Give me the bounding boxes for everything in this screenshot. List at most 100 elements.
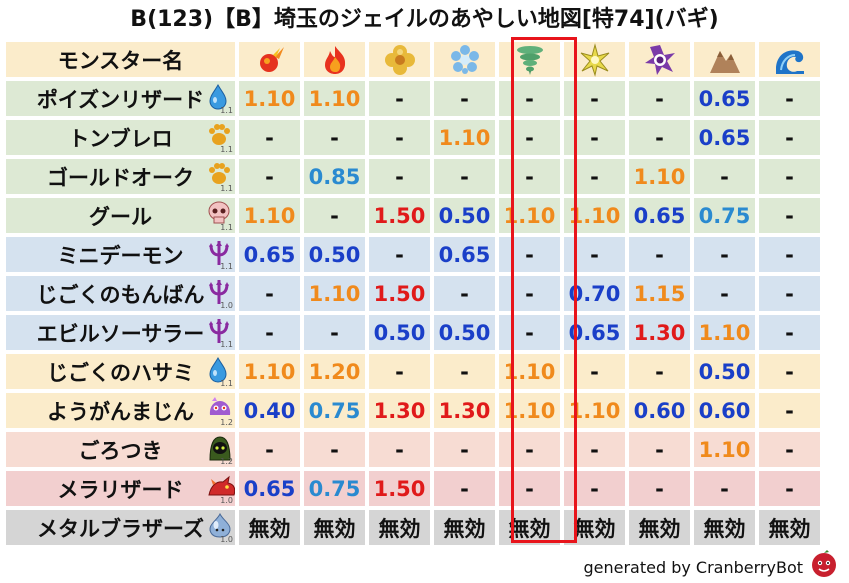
family-level: 1.1 xyxy=(220,379,233,388)
resistance-value: 1.10 xyxy=(239,198,300,233)
resistance-value: - xyxy=(499,237,560,272)
family-level: 1.0 xyxy=(220,301,233,310)
col-header-lightning xyxy=(564,42,625,77)
resistance-value: 無効 xyxy=(499,510,560,545)
resistance-value: - xyxy=(499,315,560,350)
resistance-value: 0.65 xyxy=(629,198,690,233)
col-header-fire xyxy=(239,42,300,77)
monster-name: グール xyxy=(89,204,152,229)
resistance-value: 無効 xyxy=(629,510,690,545)
resistance-value: 無効 xyxy=(564,510,625,545)
resistance-value: 無効 xyxy=(434,510,495,545)
monster-name-cell: ゴールドオーク 1.1 xyxy=(6,159,235,194)
resistance-value: - xyxy=(759,354,820,389)
paw-icon: 1.1 xyxy=(207,120,233,155)
col-header-wave xyxy=(759,42,820,77)
resistance-value: - xyxy=(369,159,430,194)
header-monster-name: モンスター名 xyxy=(6,42,235,77)
family-level: 1.1 xyxy=(220,262,233,271)
resistance-value: - xyxy=(304,120,365,155)
resistance-value: - xyxy=(629,120,690,155)
resistance-value: 1.30 xyxy=(629,315,690,350)
cranberry-face-icon xyxy=(809,549,839,579)
resistance-value: 0.50 xyxy=(434,315,495,350)
resistance-value: - xyxy=(499,276,560,311)
resistance-value: - xyxy=(304,315,365,350)
resistance-value: - xyxy=(434,471,495,506)
resistance-value: - xyxy=(564,237,625,272)
resistance-value: - xyxy=(694,237,755,272)
col-header-dark xyxy=(629,42,690,77)
resistance-value: 1.15 xyxy=(629,276,690,311)
resistance-value: - xyxy=(434,354,495,389)
resistance-value: 1.10 xyxy=(239,354,300,389)
family-level: 1.1 xyxy=(220,223,233,232)
resistance-value: 無効 xyxy=(304,510,365,545)
resistance-value: - xyxy=(239,159,300,194)
resistance-value: 0.50 xyxy=(434,198,495,233)
resistance-value: 0.65 xyxy=(239,237,300,272)
dark-swirl-icon xyxy=(643,43,677,77)
metal-slime-icon: 1.0 xyxy=(207,510,233,545)
monster-name: ポイズンリザード xyxy=(36,87,205,112)
paw-icon: 1.1 xyxy=(207,159,233,194)
resistance-value: 1.10 xyxy=(694,432,755,467)
footer-credit: generated by CranberryBot xyxy=(583,558,803,577)
resistance-value: - xyxy=(564,81,625,116)
monster-name: じごくのハサミ xyxy=(47,360,194,385)
resistance-value: 1.10 xyxy=(629,159,690,194)
resistance-value: - xyxy=(759,471,820,506)
monster-name: ミニデーモン xyxy=(57,243,184,268)
family-level: 1.1 xyxy=(220,340,233,349)
mountain-icon xyxy=(708,43,742,77)
resistance-value: 1.10 xyxy=(304,276,365,311)
resistance-value: 1.20 xyxy=(304,354,365,389)
resistance-value: 0.65 xyxy=(434,237,495,272)
water-drop-icon: 1.1 xyxy=(207,81,233,116)
resistance-value: 0.40 xyxy=(239,393,300,428)
flame-icon xyxy=(318,43,352,77)
family-level: 1.1 xyxy=(220,106,233,115)
skull-icon: 1.1 xyxy=(207,198,233,233)
table-row: グール 1.1 1.10-1.50 0.50 1.10 1.10 0.65 0.75- xyxy=(6,198,820,233)
monster-name: トンブレロ xyxy=(68,126,173,151)
resistance-value: 0.75 xyxy=(694,198,755,233)
resistance-value: - xyxy=(499,471,560,506)
resistance-value: - xyxy=(694,159,755,194)
monster-name-cell: トンブレロ 1.1 xyxy=(6,120,235,155)
monster-name: メラリザード xyxy=(57,477,184,502)
resistance-value: - xyxy=(564,471,625,506)
resistance-value: 0.60 xyxy=(694,393,755,428)
resistance-value: 1.10 xyxy=(694,315,755,350)
hooded-figure-icon: 1.2 xyxy=(207,432,233,467)
fire-icon xyxy=(253,43,287,77)
resistance-value: - xyxy=(369,237,430,272)
resistance-value: - xyxy=(629,81,690,116)
family-level: 1.0 xyxy=(220,496,233,505)
resistance-value: 1.30 xyxy=(434,393,495,428)
monster-name: メタルブラザーズ xyxy=(37,516,204,541)
resistance-value: - xyxy=(564,354,625,389)
monster-name: ようがんまじん xyxy=(47,399,194,424)
lava-blob-icon: 1.2 xyxy=(207,393,233,428)
resistance-value: - xyxy=(239,276,300,311)
resistance-table: モンスター名 xyxy=(2,38,824,549)
table-row: メタルブラザーズ 1.0 無効 無効 無効 無効 無効 無効 無効 無効 無効 xyxy=(6,510,820,545)
monster-name: ゴールドオーク xyxy=(47,165,194,190)
resistance-value: - xyxy=(759,237,820,272)
resistance-value: 1.10 xyxy=(434,120,495,155)
resistance-value: 1.10 xyxy=(304,81,365,116)
resistance-value: - xyxy=(239,432,300,467)
resistance-value: 0.85 xyxy=(304,159,365,194)
resistance-value: - xyxy=(694,276,755,311)
resistance-value: 0.50 xyxy=(369,315,430,350)
col-header-mountain xyxy=(694,42,755,77)
resistance-value: - xyxy=(759,276,820,311)
monster-name: エビルソーサラー xyxy=(36,321,205,346)
resistance-value: - xyxy=(369,81,430,116)
dragon-icon: 1.0 xyxy=(207,471,235,506)
lightning-star-icon xyxy=(578,42,612,77)
resistance-value: 1.10 xyxy=(239,81,300,116)
resistance-value: - xyxy=(369,120,430,155)
resistance-value: - xyxy=(434,159,495,194)
